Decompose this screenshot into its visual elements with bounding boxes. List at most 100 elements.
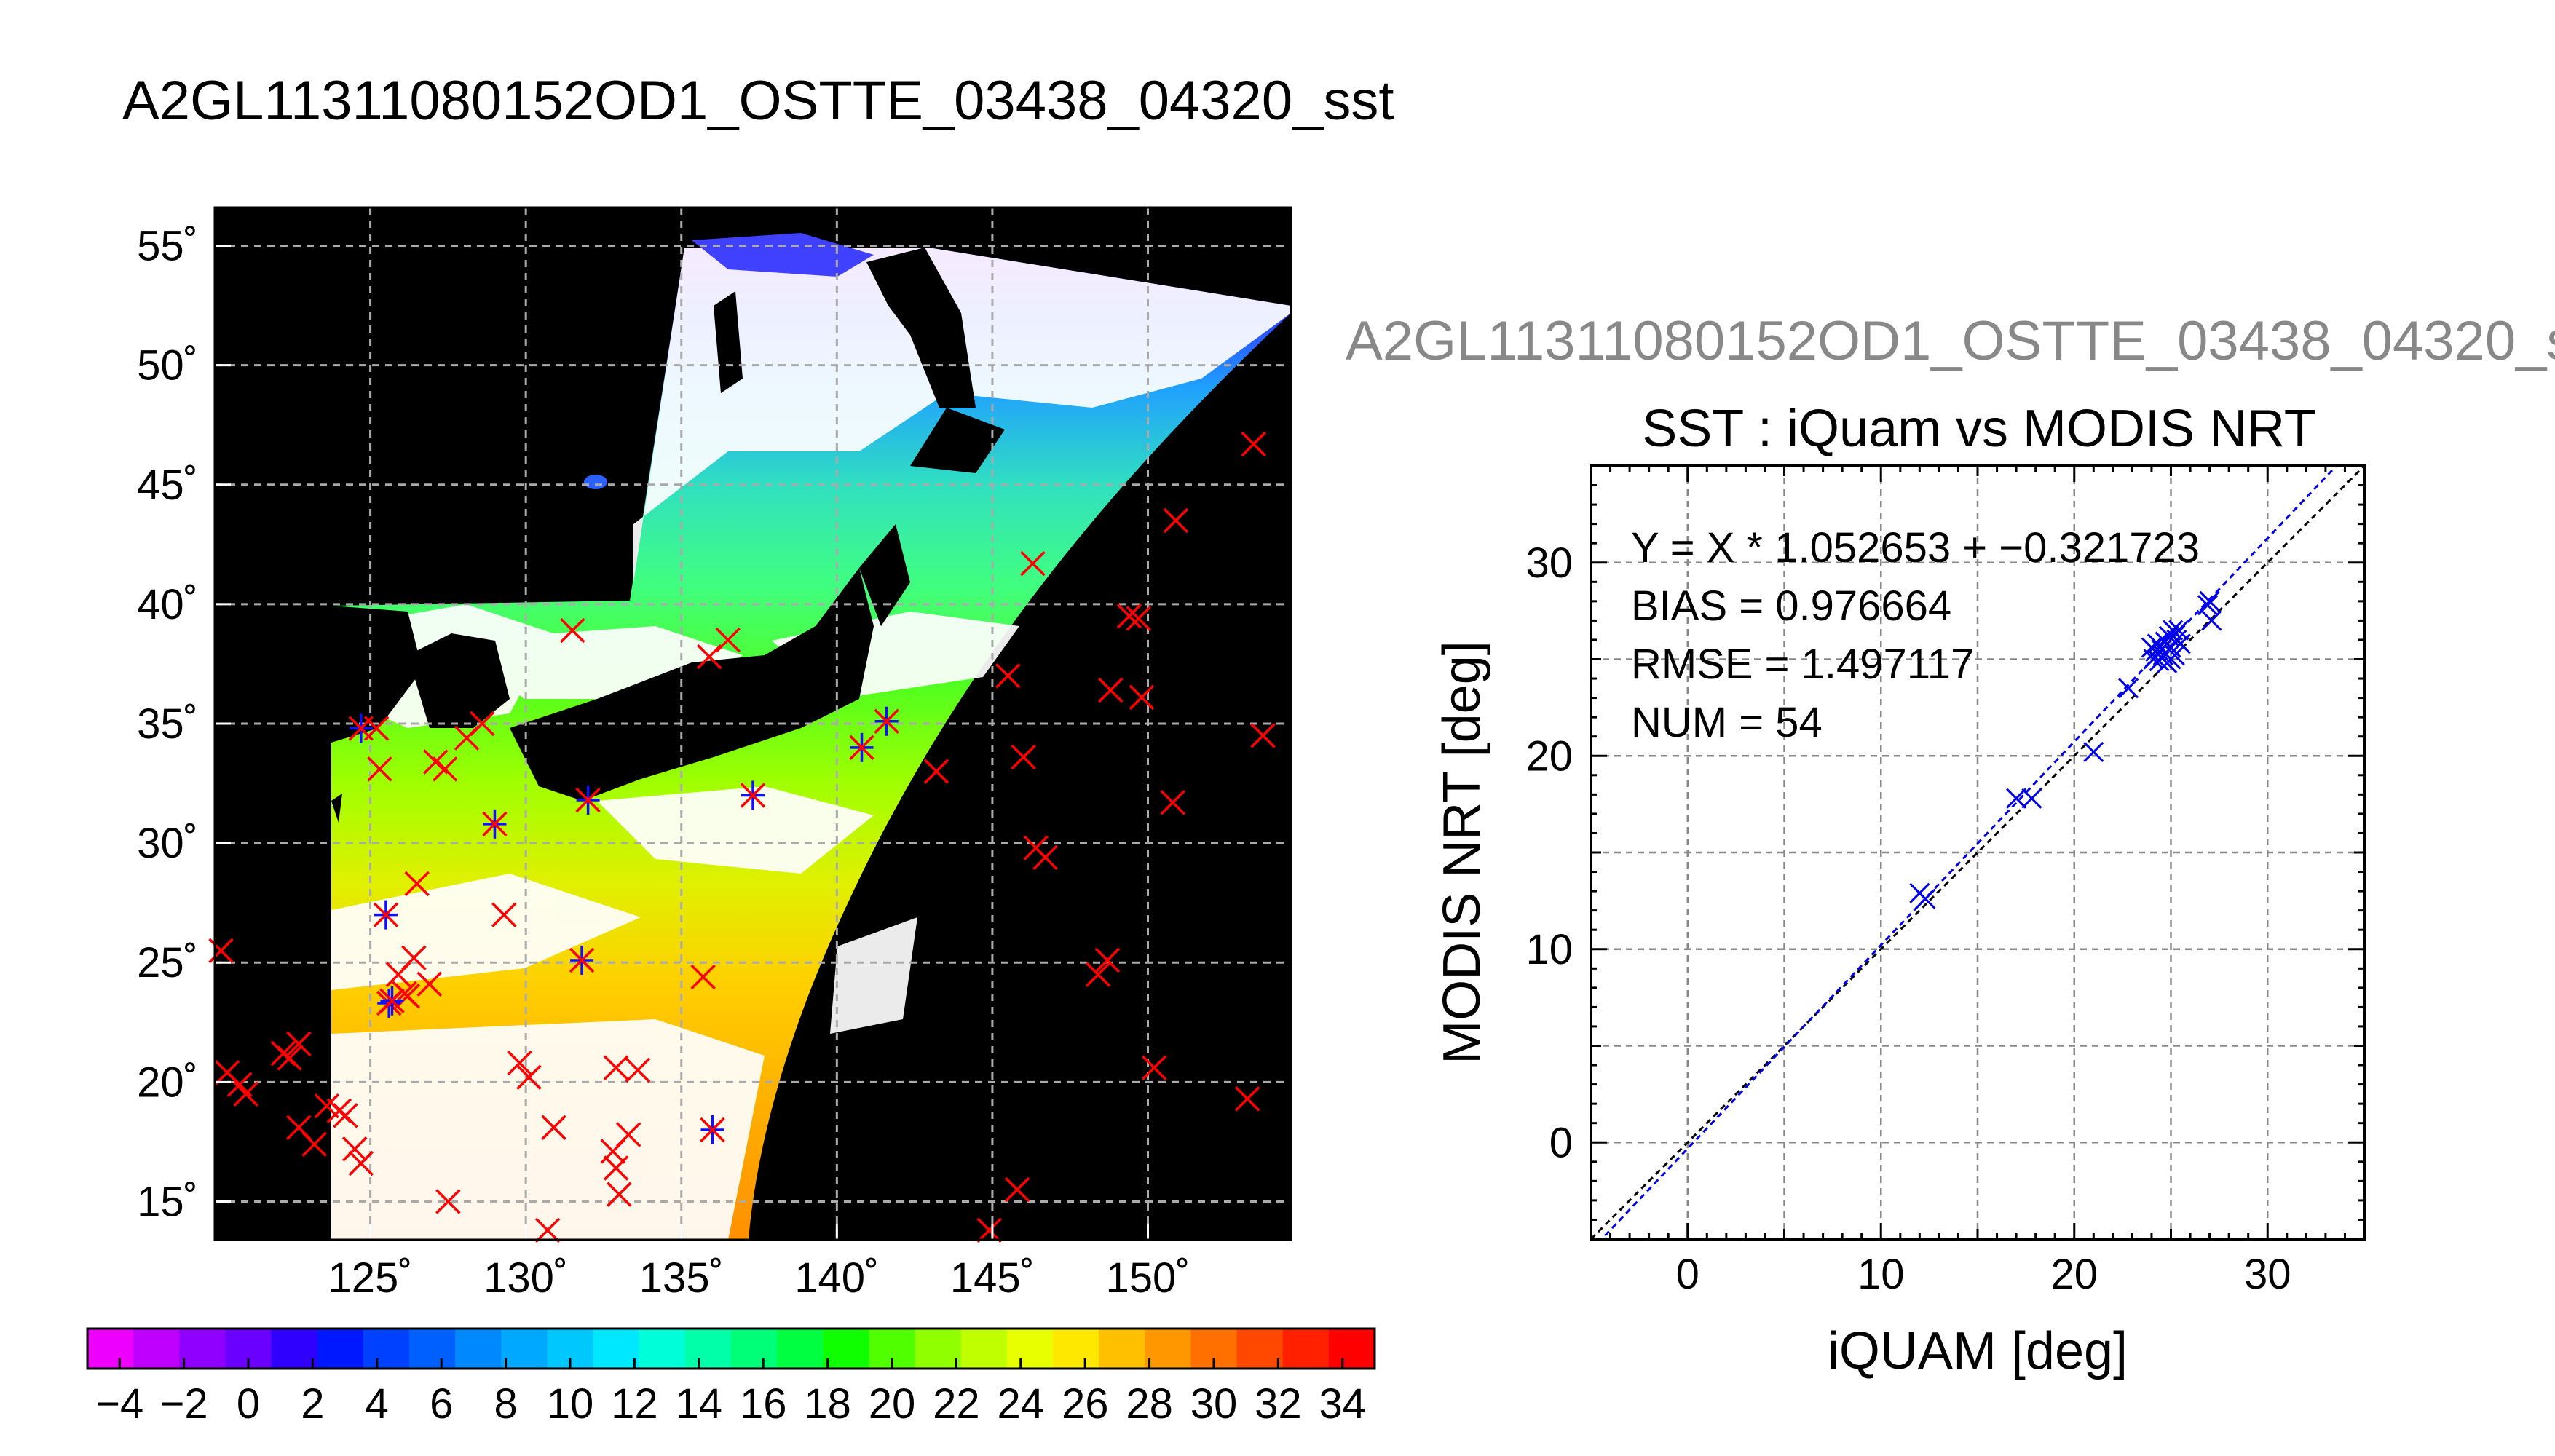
map-red-marker <box>404 871 430 897</box>
colorbar-swatch <box>639 1329 686 1369</box>
colorbar-tick-label: 32 <box>1255 1380 1302 1428</box>
map-red-marker <box>1241 431 1266 457</box>
map-ytick-label: 30˚ <box>137 820 198 867</box>
map-blue-star-marker <box>482 809 508 839</box>
land-masses <box>222 248 1005 1208</box>
map-blue-star-marker <box>740 780 766 810</box>
scatter-xtick-label: 30 <box>2244 1251 2291 1298</box>
map-red-marker <box>341 1136 368 1162</box>
colorbar-tick-label: 34 <box>1319 1380 1367 1428</box>
colorbar-swatch <box>1006 1329 1054 1369</box>
map-blue-star-marker <box>379 986 405 1016</box>
map-red-marker <box>208 938 234 964</box>
scatter-ytick-label: 20 <box>1525 732 1573 780</box>
colorbar-swatch <box>1282 1329 1330 1369</box>
map-red-marker <box>603 1155 629 1181</box>
map-red-marker <box>277 1045 302 1071</box>
map-ytick-label: 20˚ <box>137 1059 198 1106</box>
map-blue-star-marker <box>874 706 899 736</box>
one-to-one-line <box>1591 466 2364 1239</box>
satellite-swath <box>331 248 1291 1240</box>
colorbar-tick-label: 18 <box>804 1380 851 1428</box>
map-red-marker <box>1116 604 1142 629</box>
map-red-marker <box>615 1122 641 1147</box>
colorbar-swatch <box>915 1329 962 1369</box>
scatter-point <box>2147 633 2168 654</box>
scatter-point <box>1915 888 1936 909</box>
colorbar-tick-label: −2 <box>160 1380 208 1428</box>
scatter-points <box>1909 590 2222 909</box>
map-blue-star-marker <box>849 732 874 762</box>
map-xtick-label: 130˚ <box>483 1254 568 1302</box>
colorbar-tick-label: 10 <box>547 1380 594 1428</box>
map-xtick-label: 125˚ <box>328 1254 413 1302</box>
map-red-marker <box>233 1081 258 1107</box>
map-red-marker <box>286 1031 312 1057</box>
map-red-marker <box>1085 962 1111 987</box>
map-red-marker <box>541 1115 566 1140</box>
scatter-ytick-label: 0 <box>1549 1119 1573 1166</box>
map-xtick-label: 150˚ <box>1105 1254 1190 1302</box>
map-red-marker <box>1141 1055 1167 1080</box>
colorbar-swatch <box>960 1329 1008 1369</box>
scatter-point <box>2199 590 2220 612</box>
map-red-marker <box>603 1055 629 1080</box>
colorbar-tick-label: 16 <box>740 1380 787 1428</box>
map-red-marker <box>401 945 427 970</box>
colorbar-tick-label: 12 <box>611 1380 658 1428</box>
colorbar-swatch <box>1328 1329 1375 1369</box>
map-ytick-label: 15˚ <box>137 1178 198 1225</box>
colorbar-tick-label: −4 <box>95 1380 143 1428</box>
map-red-marker <box>516 1064 542 1091</box>
stats-annotation-line: NUM = 54 <box>1631 699 1823 746</box>
scatter-xtick-label: 10 <box>1857 1251 1905 1298</box>
colorbar-tick-label: 4 <box>366 1380 389 1428</box>
colorbar-swatch <box>409 1329 456 1369</box>
scatter-xtick-label: 20 <box>2050 1251 2098 1298</box>
map-markers <box>208 431 1276 1243</box>
scatter-xtick-label: 0 <box>1676 1251 1699 1298</box>
map-red-marker <box>976 1217 1002 1243</box>
map-red-marker <box>432 756 458 782</box>
map-red-marker <box>435 1189 461 1214</box>
scatter-point <box>2197 595 2219 616</box>
colorbar-swatch <box>133 1329 180 1369</box>
map-red-marker <box>1004 1176 1030 1203</box>
colorbar-tick-label: 8 <box>494 1380 517 1428</box>
map-blue-star-marker <box>575 786 601 815</box>
map-red-marker <box>1163 507 1189 534</box>
map-red-marker <box>696 644 722 670</box>
colorbar-swatch <box>1099 1329 1145 1369</box>
map-red-marker <box>607 1182 632 1207</box>
scatter-grid <box>1591 466 2364 1239</box>
colorbar-swatch <box>684 1329 732 1369</box>
scatter-title: SST : iQuam vs MODIS NRT <box>1642 400 2316 458</box>
colorbar-swatch <box>271 1329 318 1369</box>
map-grid <box>215 207 1291 1240</box>
regression-line <box>1600 466 2338 1239</box>
y-axis-label: MODIS NRT [deg] <box>1433 641 1491 1064</box>
colorbar-tick-label: 22 <box>933 1380 980 1428</box>
cold-water-north <box>692 233 874 277</box>
colorbar-tick-label: 28 <box>1126 1380 1173 1428</box>
scatter-point <box>2021 788 2042 809</box>
map-ytick-label: 45˚ <box>137 462 198 509</box>
map-red-marker <box>715 627 741 653</box>
colorbar-swatch <box>593 1329 640 1369</box>
scatter-point <box>2118 678 2139 699</box>
colorbar-tick-label: 26 <box>1062 1380 1109 1428</box>
map-red-marker <box>534 1217 561 1243</box>
scatter-point <box>2201 610 2222 631</box>
map-ytick-label: 40˚ <box>137 581 198 628</box>
scatter-frame <box>1590 464 2366 1241</box>
colorbar-tick-label: 6 <box>430 1380 453 1428</box>
colorbar-swatch <box>501 1329 548 1369</box>
stats-annotation-line: Y = X * 1.052653 + −0.321723 <box>1631 524 2200 571</box>
map-blue-star-marker <box>700 1115 725 1145</box>
colorbar-swatch <box>317 1329 364 1369</box>
map-red-marker <box>1160 790 1185 815</box>
colorbar-swatch <box>363 1329 410 1369</box>
map-ytick-label: 35˚ <box>137 700 198 748</box>
map-ticks: 125˚ 130˚ 135˚ 140˚ 145˚ 150˚ 15˚ 20˚ 25˚ 30˚ 35˚ 4… <box>137 223 1190 1302</box>
map-red-marker <box>348 1150 374 1176</box>
